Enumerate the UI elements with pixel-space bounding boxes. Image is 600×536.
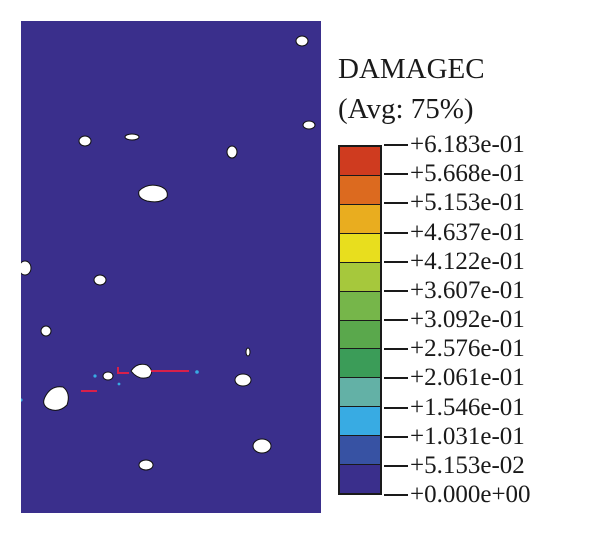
legend-value-label: +0.000e+00 xyxy=(410,481,531,508)
legend-value-label: +3.607e-01 xyxy=(410,276,525,304)
legend-swatch xyxy=(340,175,380,205)
legend-color-bar xyxy=(338,145,382,495)
damage-crack xyxy=(117,367,129,374)
legend-swatch xyxy=(340,320,380,350)
legend-tick xyxy=(384,289,408,292)
damage-contour-plot xyxy=(21,21,321,513)
contour-field xyxy=(21,21,321,513)
inclusion xyxy=(43,386,69,411)
legend-swatch xyxy=(340,291,380,321)
legend-value-label: +3.092e-01 xyxy=(410,306,525,333)
legend-tick xyxy=(384,406,408,409)
legend-value-label: +1.031e-01 xyxy=(410,422,525,450)
legend-tick xyxy=(384,464,408,467)
inclusion xyxy=(93,274,107,286)
legend-value-label: +5.153e-02 xyxy=(410,451,525,479)
legend-swatch xyxy=(340,436,380,466)
legend-tick xyxy=(384,435,408,438)
legend-value-label: +4.122e-01 xyxy=(410,247,525,275)
inclusion xyxy=(234,373,252,387)
inclusion xyxy=(302,120,316,130)
legend-value-label: +6.183e-01 xyxy=(410,131,525,158)
legend-value-label: +4.637e-01 xyxy=(410,218,525,246)
legend-tick xyxy=(384,173,408,176)
legend-value-label: +2.576e-01 xyxy=(410,335,525,363)
legend-title: DAMAGEC xyxy=(338,53,485,85)
legend-swatch xyxy=(340,378,380,408)
inclusion xyxy=(252,438,272,454)
legend-tick xyxy=(384,202,408,205)
inclusion xyxy=(21,260,32,276)
legend-tick xyxy=(384,231,408,234)
legend-value-label: +5.668e-01 xyxy=(410,160,525,188)
legend-tick xyxy=(384,377,408,380)
inclusion xyxy=(245,347,251,357)
damage-spot xyxy=(195,370,199,374)
inclusion xyxy=(78,135,92,147)
inclusion xyxy=(102,371,114,381)
legend-swatch xyxy=(340,262,380,292)
inclusion xyxy=(40,325,52,337)
legend-tick xyxy=(384,348,408,351)
inclusion xyxy=(295,35,309,47)
legend-tick xyxy=(384,494,408,496)
legend-value-label: +5.153e-01 xyxy=(410,189,525,217)
legend-swatch xyxy=(340,204,380,234)
legend-swatch xyxy=(340,147,380,176)
inclusion xyxy=(138,184,168,203)
legend-tick xyxy=(384,144,408,146)
legend-value-label: +1.546e-01 xyxy=(410,393,525,421)
legend-tick xyxy=(384,319,408,321)
legend-swatch xyxy=(340,233,380,263)
legend-swatch xyxy=(340,407,380,437)
damage-spot xyxy=(21,398,23,402)
legend-swatch xyxy=(340,465,380,494)
inclusion xyxy=(124,133,140,141)
damage-spot xyxy=(117,382,121,386)
matrix-region xyxy=(21,21,321,513)
legend-subtitle: (Avg: 75%) xyxy=(338,93,474,125)
inclusion xyxy=(138,459,154,471)
legend-value-label: +2.061e-01 xyxy=(410,364,525,392)
legend-tick xyxy=(384,260,408,263)
damage-spot xyxy=(93,374,97,378)
inclusion xyxy=(226,145,238,159)
legend-swatch xyxy=(340,349,380,379)
